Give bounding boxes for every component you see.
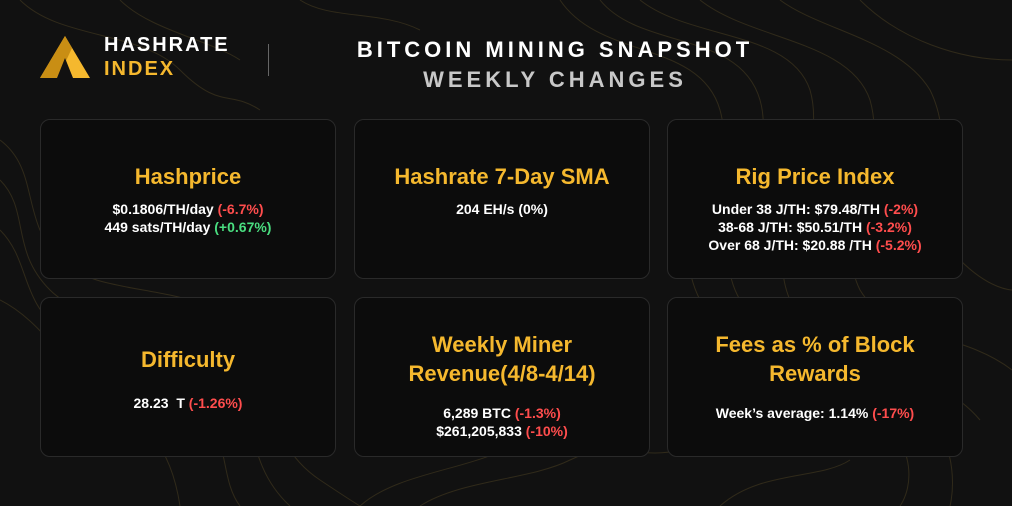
card-values: 28.23 T (-1.26%): [41, 394, 335, 412]
value-line: $0.1806/TH/day (-6.7%): [41, 200, 335, 218]
value-line: 28.23 T (-1.26%): [41, 394, 335, 412]
card-title-line: Revenue(4/8-4/14): [408, 361, 596, 386]
card-values: $0.1806/TH/day (-6.7%) 449 sats/TH/day (…: [41, 200, 335, 236]
value-line: $261,205,833 (-10%): [355, 422, 649, 440]
change-text: (-10%): [525, 423, 568, 439]
header-divider: [268, 44, 269, 76]
change-text: (-3.2%): [865, 219, 912, 235]
value-line: 38-68 J/TH: $50.51/TH (-3.2%): [668, 218, 962, 236]
card-values: 204 EH/s (0%): [355, 200, 649, 218]
card-title-line: Hashprice: [134, 164, 242, 189]
header: HASHRATE INDEX BITCOIN MINING SNAPSHOT W…: [0, 0, 1012, 110]
fees-card: Fees as % of Block Rewards Week’s averag…: [667, 297, 963, 457]
difficulty-card: Difficulty 28.23 T (-1.26%): [40, 297, 336, 457]
rig-price-index-card: Rig Price Index Under 38 J/TH: $79.48/TH…: [667, 119, 963, 279]
card-values: Week’s average: 1.14% (-17%): [668, 404, 962, 422]
weekly-miner-revenue-card: Weekly Miner Revenue(4/8-4/14) 6,289 BTC…: [354, 297, 650, 457]
card-title: Fees as % of Block Rewards: [668, 330, 962, 388]
value-text: $261,205,833: [436, 423, 526, 439]
logo-wordmark: HASHRATE INDEX: [104, 33, 230, 81]
logo-line-2: INDEX: [104, 58, 176, 80]
value-line: 449 sats/TH/day (+0.67%): [41, 218, 335, 236]
change-text: (+0.67%): [214, 219, 272, 235]
card-values: 6,289 BTC (-1.3%) $261,205,833 (-10%): [355, 404, 649, 440]
page-title: BITCOIN MINING SNAPSHOT WEEKLY CHANGES: [290, 35, 820, 95]
value-text: $0.1806/TH/day: [112, 201, 218, 217]
value-line: Under 38 J/TH: $79.48/TH (-2%): [668, 200, 962, 218]
card-title: Hashrate 7-Day SMA: [355, 162, 649, 191]
card-title: Rig Price Index: [668, 162, 962, 191]
value-text: Week’s average: 1.14%: [715, 405, 873, 421]
value-text: 204 EH/s (0%): [456, 201, 548, 217]
value-line: 6,289 BTC (-1.3%): [355, 404, 649, 422]
card-title-line: Hashrate 7-Day SMA: [394, 164, 610, 189]
card-title-line: Rig Price Index: [735, 164, 895, 189]
value-text: 6,289 BTC: [443, 405, 515, 421]
hashprice-card: Hashprice $0.1806/TH/day (-6.7%) 449 sat…: [40, 119, 336, 279]
change-text: (-6.7%): [217, 201, 264, 217]
value-text: 38-68 J/TH: $50.51/TH: [718, 219, 866, 235]
value-line: 204 EH/s (0%): [355, 200, 649, 218]
hashrate-card: Hashrate 7-Day SMA 204 EH/s (0%): [354, 119, 650, 279]
change-text: (-1.3%): [514, 405, 561, 421]
card-title-line: Rewards: [769, 361, 861, 386]
logo-line-1: HASHRATE: [104, 34, 230, 56]
value-text: 28.23 T: [133, 395, 189, 411]
hashrate-index-logo-icon: [40, 36, 90, 78]
card-title-line: Weekly Miner: [431, 332, 573, 357]
change-text: (-2%): [883, 201, 919, 217]
change-text: (-17%): [872, 405, 915, 421]
value-text: 449 sats/TH/day: [104, 219, 215, 235]
card-values: Under 38 J/TH: $79.48/TH (-2%) 38-68 J/T…: [668, 200, 962, 254]
title-line-1: BITCOIN MINING SNAPSHOT: [356, 37, 754, 62]
card-title: Difficulty: [41, 345, 335, 374]
card-title-line: Fees as % of Block: [715, 332, 915, 357]
card-title-line: Difficulty: [140, 347, 236, 372]
value-line: Over 68 J/TH: $20.88 /TH (-5.2%): [668, 236, 962, 254]
value-text: Over 68 J/TH: $20.88 /TH: [708, 237, 876, 253]
card-title: Weekly Miner Revenue(4/8-4/14): [355, 330, 649, 388]
card-title: Hashprice: [41, 162, 335, 191]
value-text: Under 38 J/TH: $79.48/TH: [711, 201, 884, 217]
change-text: (-5.2%): [875, 237, 922, 253]
value-line: Week’s average: 1.14% (-17%): [668, 404, 962, 422]
change-text: (-1.26%): [188, 395, 243, 411]
title-line-2: WEEKLY CHANGES: [423, 67, 687, 92]
